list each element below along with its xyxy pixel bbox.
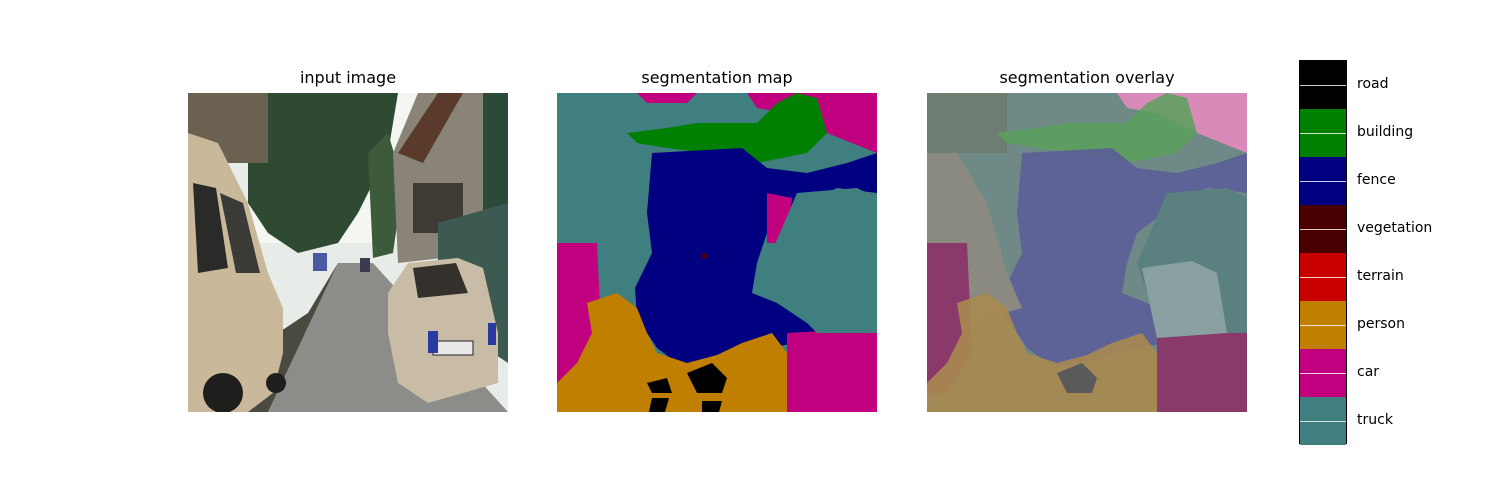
colorbar-label-vegetation: vegetation — [1357, 220, 1433, 236]
colorbar-tick — [1300, 373, 1346, 374]
colorbar-tick — [1300, 181, 1346, 182]
segmentation-map-title: segmentation map — [641, 68, 793, 87]
colorbar-tick — [1300, 229, 1346, 230]
class-colorbar — [1299, 60, 1347, 445]
segmentation-overlay — [927, 93, 1247, 412]
colorbar-label-terrain: terrain — [1357, 268, 1404, 284]
colorbar-tick — [1300, 421, 1346, 422]
segmentation-overlay-title: segmentation overlay — [999, 68, 1175, 87]
segmentation-map — [557, 93, 877, 412]
colorbar-tick — [1300, 325, 1346, 326]
colorbar-tick — [1300, 277, 1346, 278]
colorbar-tick — [1300, 85, 1346, 86]
colorbar-tick — [1300, 133, 1346, 134]
colorbar-label-building: building — [1357, 124, 1414, 140]
colorbar-label-person: person — [1357, 316, 1405, 332]
colorbar-label-fence: fence — [1357, 172, 1396, 188]
colorbar-label-truck: truck — [1357, 412, 1393, 428]
colorbar-label-car: car — [1357, 364, 1380, 380]
colorbar-label-road: road — [1357, 76, 1389, 92]
input-image — [188, 93, 508, 412]
input-image-title: input image — [299, 68, 397, 87]
